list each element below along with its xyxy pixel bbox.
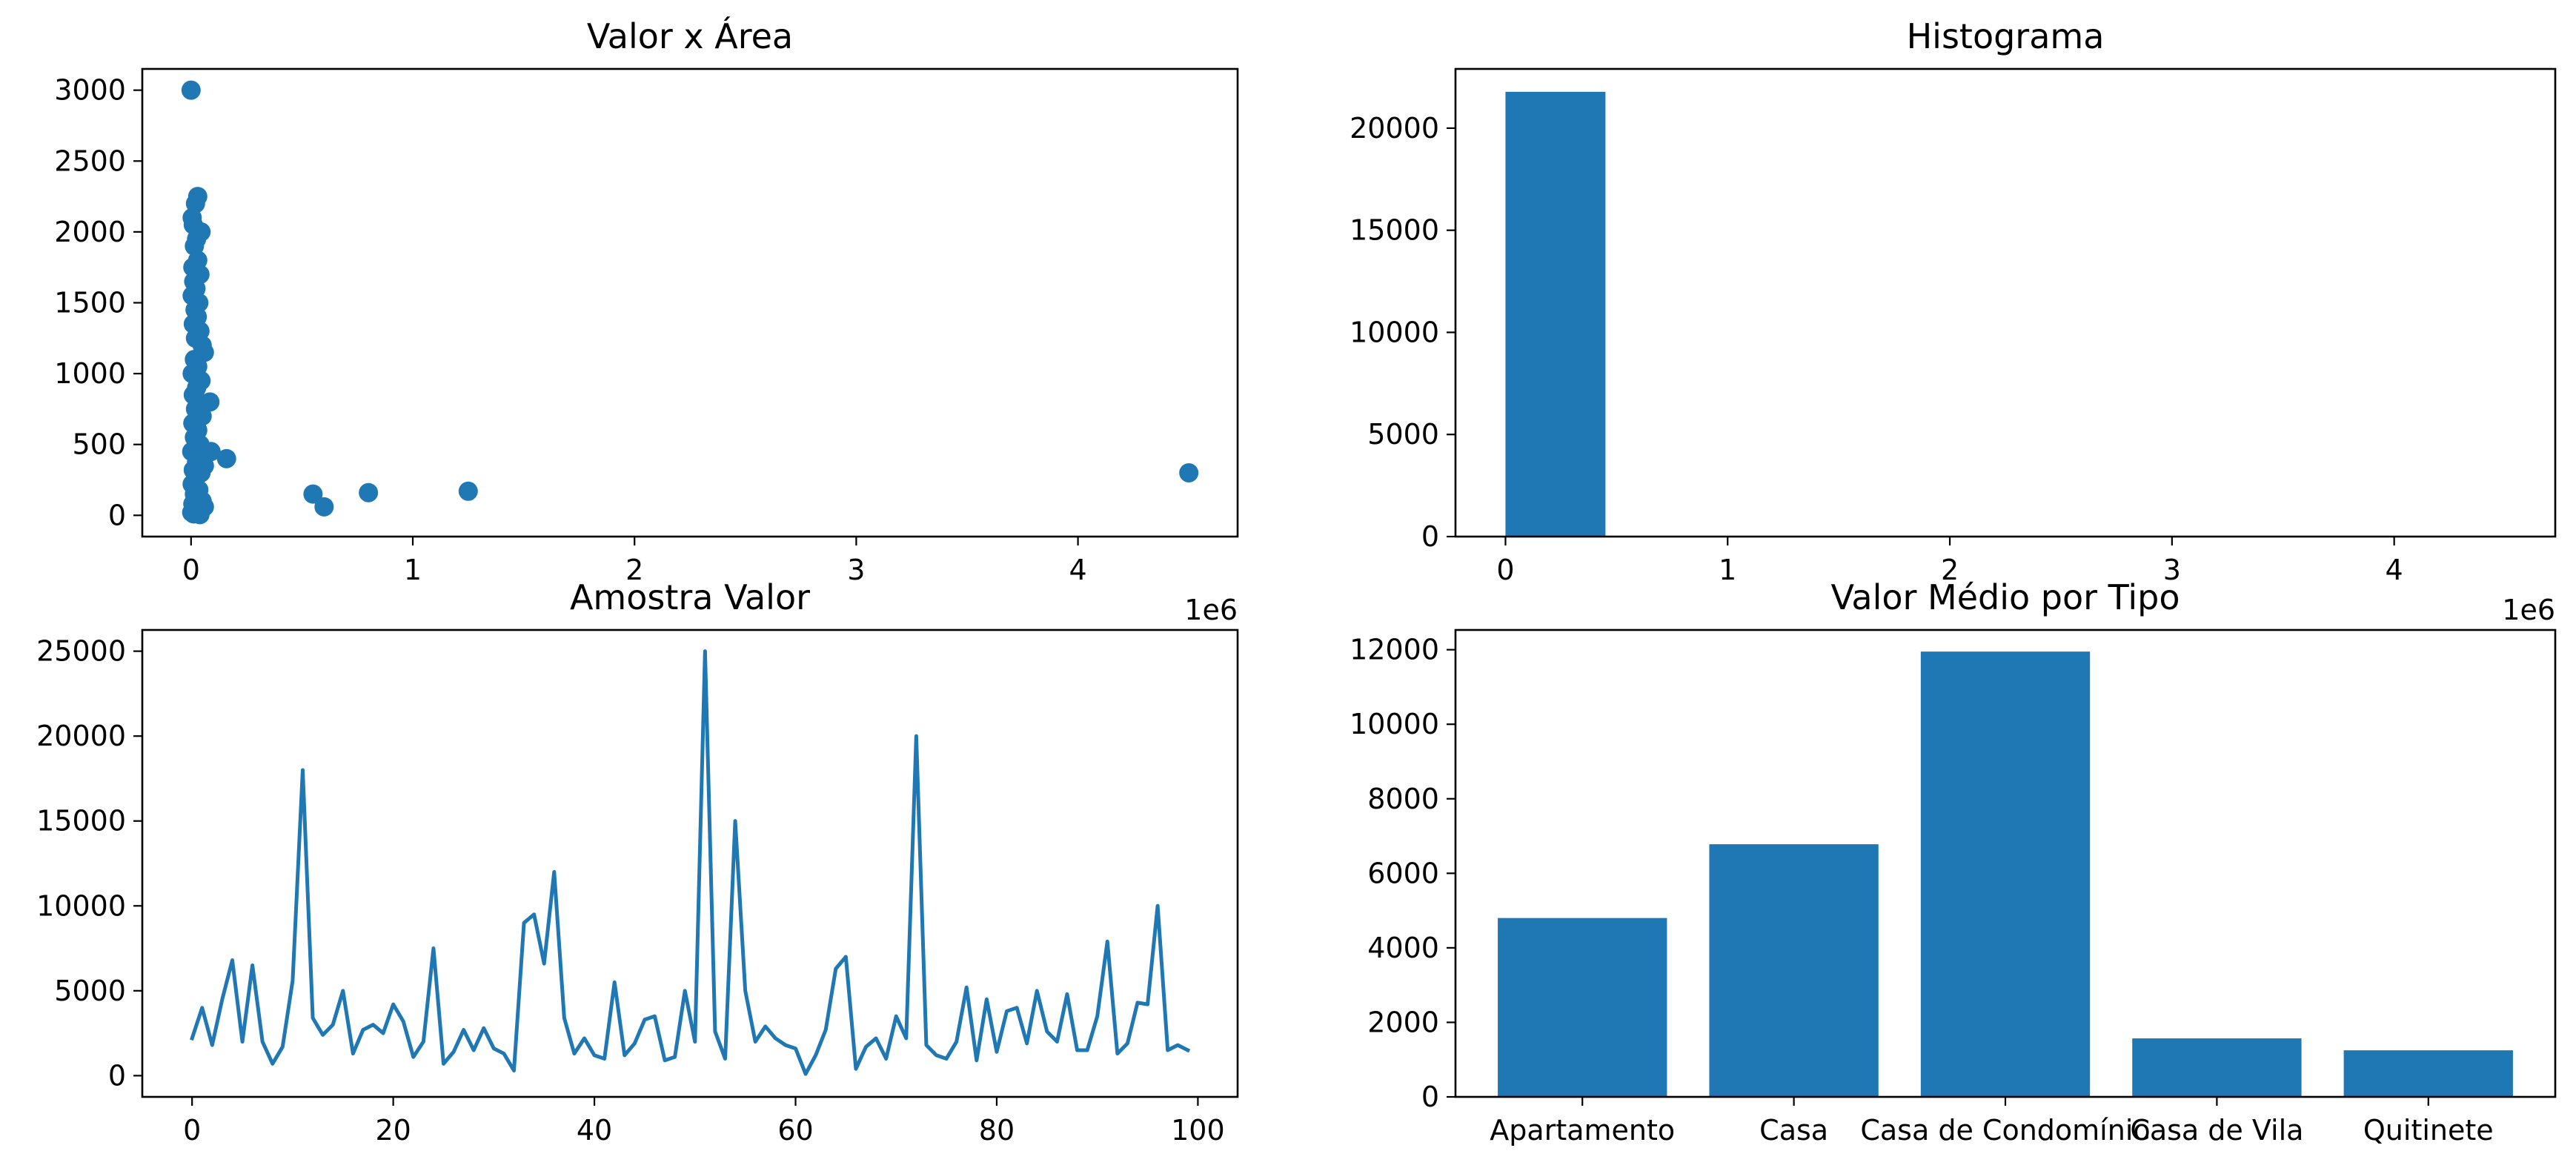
y-tick-label: 2000 [1367, 1006, 1439, 1038]
x-offset-label: 1e6 [2502, 594, 2555, 626]
series-line [190, 649, 1191, 1076]
chart-title: Valor x Área [587, 16, 793, 56]
subplot-3: 0 5000 10000 15000 20000 25000 0 20 40 60 80 100 Amo… [36, 577, 1239, 1147]
bar [1498, 918, 1667, 1097]
scatter-point [181, 80, 201, 100]
scatter-point [303, 484, 323, 504]
x-tick-label: 4 [1069, 554, 1086, 586]
x-axis: 0 20 40 60 80 100 [183, 1097, 1225, 1147]
x-tick-label: 2 [625, 554, 643, 586]
y-tick-label: 12000 [1350, 634, 1439, 666]
scatter-point [216, 448, 236, 468]
subplot-4: 0 2000 4000 6000 8000 10000 12000 Apartamento Ca… [1350, 577, 2557, 1147]
x-tick-label: 0 [182, 554, 200, 586]
y-tick-label: 10000 [36, 889, 126, 922]
y-tick-label: 2500 [54, 145, 126, 177]
axes-frame [141, 67, 1239, 538]
x-tick-label: 60 [777, 1114, 813, 1147]
x-tick-label: 80 [979, 1114, 1015, 1147]
y-tick-label: 15000 [1350, 214, 1439, 247]
y-tick-label: 6000 [1367, 857, 1439, 889]
y-tick-label: 500 [72, 428, 126, 461]
y-tick-label: 8000 [1367, 783, 1439, 815]
y-tick-label: 25000 [36, 635, 126, 668]
x-tick-label: 1 [1719, 554, 1736, 586]
x-tick-label: 100 [1171, 1114, 1225, 1147]
y-tick-label: 3000 [54, 74, 126, 107]
x-tick-label: 20 [375, 1114, 411, 1147]
y-tick-label: 2000 [54, 216, 126, 248]
axes-frame [141, 628, 1239, 1098]
x-tick-label: 4 [2386, 554, 2403, 586]
x-offset-label: 1e6 [1184, 594, 1238, 626]
y-tick-label: 1000 [54, 357, 126, 390]
y-tick-label: 0 [1421, 520, 1439, 553]
axes-frame [1454, 628, 2557, 1098]
y-tick-label: 0 [1421, 1081, 1439, 1113]
subplot-2: 0 5000 10000 15000 20000 0 1 2 3 4 Histograma 1e6 [1350, 16, 2557, 626]
y-tick-label: 10000 [1350, 708, 1439, 740]
bar [1920, 651, 2091, 1097]
y-tick-label: 10000 [1350, 316, 1439, 348]
x-tick-label: Quitinete [2363, 1114, 2494, 1147]
y-tick-label: 20000 [1350, 112, 1439, 145]
scatter-point [314, 497, 334, 517]
chart-title: Valor Médio por Tipo [1831, 577, 2180, 617]
y-axis: 0 2000 4000 6000 8000 10000 12000 [1350, 634, 1455, 1113]
bar [1709, 844, 1879, 1097]
bar [2132, 1038, 2302, 1097]
x-tick-label: 3 [847, 554, 865, 586]
y-tick-label: 4000 [1367, 932, 1439, 964]
scatter-point [200, 392, 220, 412]
x-axis: 0 1 2 3 4 [182, 537, 1087, 586]
y-tick-label: 5000 [1367, 418, 1439, 451]
histogram-bars [1505, 91, 2506, 537]
x-tick-label: Apartamento [1490, 1114, 1675, 1147]
scatter-point [190, 505, 210, 525]
y-tick-label: 5000 [54, 975, 126, 1007]
x-tick-label: Casa de Vila [2130, 1114, 2303, 1147]
x-tick-label: 1 [404, 554, 422, 586]
scatter-point [359, 482, 379, 502]
bar [2343, 1050, 2513, 1097]
subplot-1: 0 500 1000 1500 2000 2500 3000 0 1 2 3 4 Valor x Áre… [54, 16, 1239, 626]
x-tick-label: 0 [1496, 554, 1514, 586]
y-tick-label: 20000 [36, 720, 126, 752]
scatter-point [1179, 462, 1199, 482]
y-axis: 0 5000 10000 15000 20000 [1350, 112, 1455, 553]
axes-frame [1454, 67, 2557, 538]
scatter-point [458, 481, 478, 501]
chart-title: Amostra Valor [570, 577, 810, 617]
y-tick-label: 1500 [54, 287, 126, 319]
histogram-bar [1505, 91, 1606, 537]
x-tick-label: 2 [1941, 554, 1959, 586]
bars [1498, 651, 2513, 1097]
scatter-points [181, 80, 1199, 525]
x-axis: 0 1 2 3 4 [1496, 537, 2403, 586]
x-tick-label: 0 [183, 1114, 201, 1147]
y-tick-label: 0 [108, 499, 126, 531]
x-tick-label: Casa [1759, 1114, 1828, 1147]
x-tick-label: 3 [2163, 554, 2181, 586]
y-tick-label: 15000 [36, 805, 126, 837]
y-tick-label: 0 [108, 1059, 126, 1092]
chart-title: Histograma [1907, 16, 2105, 56]
x-tick-label: Casa de Condomínio [1860, 1114, 2150, 1147]
y-axis: 0 5000 10000 15000 20000 25000 [36, 635, 142, 1092]
y-axis: 0 500 1000 1500 2000 2500 3000 [54, 74, 142, 531]
x-tick-label: 40 [577, 1114, 612, 1147]
